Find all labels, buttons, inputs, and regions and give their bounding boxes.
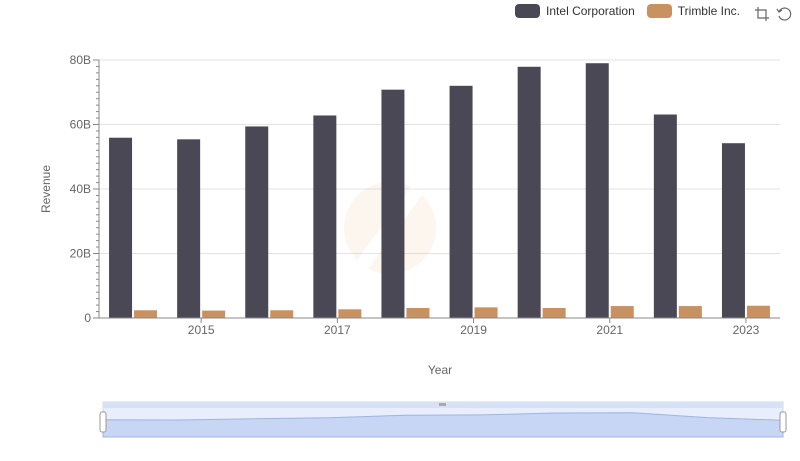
x-tick-label: 2023 — [733, 323, 760, 337]
slider-area — [102, 412, 784, 438]
legend-item-trimble[interactable]: Trimble Inc. — [646, 4, 740, 18]
x-tick-label: 2017 — [324, 323, 351, 337]
bar-trimble-2014[interactable] — [134, 310, 158, 318]
bar-intel-2016[interactable] — [245, 126, 269, 318]
grid-lines — [99, 59, 780, 254]
bar-trimble-2020[interactable] — [542, 308, 566, 318]
y-tick-label: 0 — [84, 311, 91, 325]
bar-trimble-2023[interactable] — [746, 305, 770, 318]
y-tick-label: 20B — [70, 247, 91, 261]
bars — [109, 63, 770, 319]
y-tick-label: 80B — [70, 53, 91, 67]
bar-trimble-2015[interactable] — [202, 310, 226, 318]
bar-trimble-2017[interactable] — [338, 309, 362, 318]
bar-trimble-2019[interactable] — [474, 307, 498, 318]
legend-swatch-trimble — [646, 4, 672, 18]
restore-icon[interactable] — [776, 6, 792, 22]
slider-grip[interactable] — [439, 403, 446, 406]
bar-intel-2023[interactable] — [721, 143, 745, 318]
bar-intel-2017[interactable] — [313, 115, 337, 318]
bar-intel-2015[interactable] — [177, 139, 201, 318]
legend-item-intel[interactable]: Intel Corporation — [515, 4, 635, 18]
bar-intel-2020[interactable] — [517, 66, 541, 319]
bar-trimble-2022[interactable] — [678, 306, 702, 318]
y-axis: 0 20B 40B 60B 80B — [70, 53, 100, 325]
bar-intel-2021[interactable] — [585, 63, 609, 318]
bar-intel-2014[interactable] — [109, 137, 133, 318]
slider-handle-right[interactable] — [779, 411, 787, 433]
x-axis-label: Year — [428, 363, 452, 377]
chart-toolbox — [754, 6, 792, 22]
x-tick-label: 2021 — [596, 323, 623, 337]
y-tick-label: 40B — [70, 182, 91, 196]
legend-swatch-intel — [515, 4, 541, 18]
legend-label-intel: Intel Corporation — [546, 4, 635, 18]
chart-legend: Intel Corporation Trimble Inc. — [515, 4, 740, 18]
bar-intel-2022[interactable] — [653, 114, 677, 318]
legend-label-trimble: Trimble Inc. — [677, 4, 740, 18]
bar-intel-2019[interactable] — [449, 85, 473, 318]
bar-intel-2018[interactable] — [381, 89, 405, 318]
bar-trimble-2016[interactable] — [270, 310, 294, 318]
y-axis-label: Revenue — [39, 165, 53, 213]
y-tick-label: 60B — [70, 118, 91, 132]
x-tick-label: 2019 — [460, 323, 487, 337]
bar-trimble-2021[interactable] — [610, 306, 634, 318]
slider-handle-left[interactable] — [99, 411, 107, 433]
bar-trimble-2018[interactable] — [406, 308, 430, 318]
zoom-icon[interactable] — [754, 6, 770, 22]
x-tick-label: 2015 — [188, 323, 215, 337]
data-zoom-slider[interactable] — [99, 401, 787, 438]
x-axis: 2015 2017 2019 2021 2023 — [99, 317, 780, 337]
